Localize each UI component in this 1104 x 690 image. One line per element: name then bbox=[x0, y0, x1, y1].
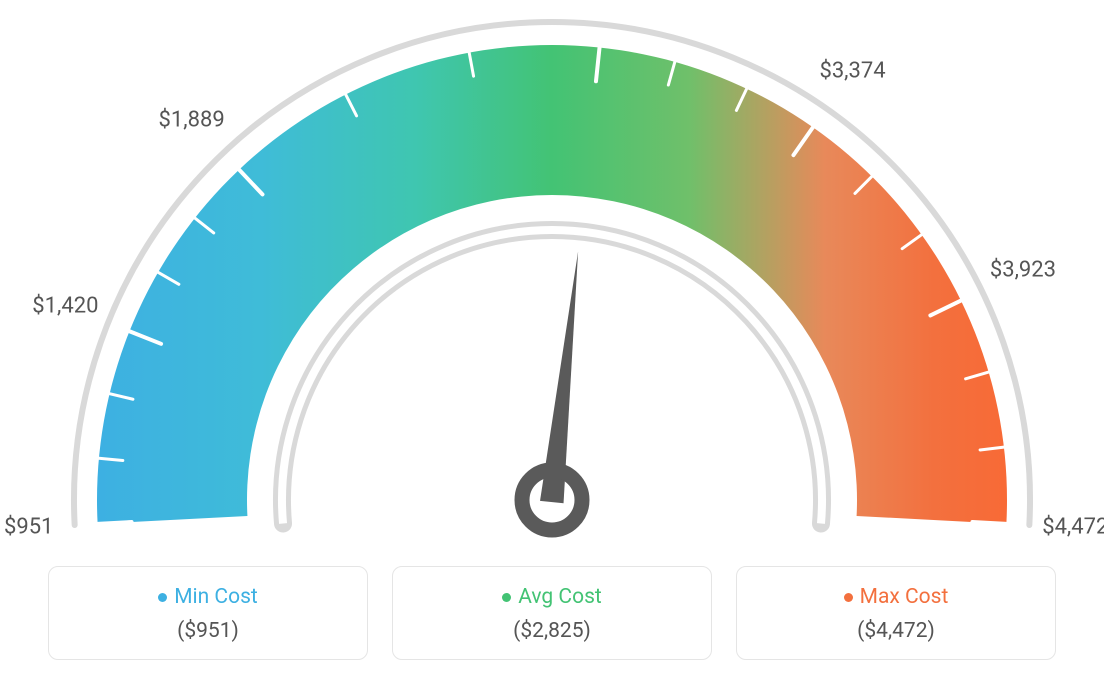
legend-title: Min Cost bbox=[49, 585, 367, 609]
legend-title: Max Cost bbox=[737, 585, 1055, 609]
legend-row: Min Cost ($951) Avg Cost ($2,825) Max Cost ($… bbox=[0, 566, 1104, 660]
legend-card: Max Cost ($4,472) bbox=[736, 566, 1056, 660]
gauge-tick-label: $1,420 bbox=[32, 293, 98, 318]
legend-dot-icon bbox=[844, 593, 853, 602]
gauge-svg bbox=[0, 0, 1104, 560]
gauge-tick-label: $951 bbox=[4, 515, 53, 540]
legend-title: Avg Cost bbox=[393, 585, 711, 609]
legend-value: ($4,472) bbox=[737, 619, 1055, 643]
gauge-tick-label: $3,374 bbox=[819, 58, 885, 83]
legend-dot-icon bbox=[158, 593, 167, 602]
legend-card: Avg Cost ($2,825) bbox=[392, 566, 712, 660]
legend-dot-icon bbox=[502, 593, 511, 602]
gauge-chart: $951$1,420$1,889$2,825$3,374$3,923$4,472 bbox=[0, 0, 1104, 560]
legend-card: Min Cost ($951) bbox=[48, 566, 368, 660]
legend-value: ($951) bbox=[49, 619, 367, 643]
gauge-tick-label: $4,472 bbox=[1042, 515, 1104, 540]
gauge-tick-label: $1,889 bbox=[159, 107, 225, 132]
legend-value: ($2,825) bbox=[393, 619, 711, 643]
gauge-tick-label: $3,923 bbox=[990, 258, 1056, 283]
